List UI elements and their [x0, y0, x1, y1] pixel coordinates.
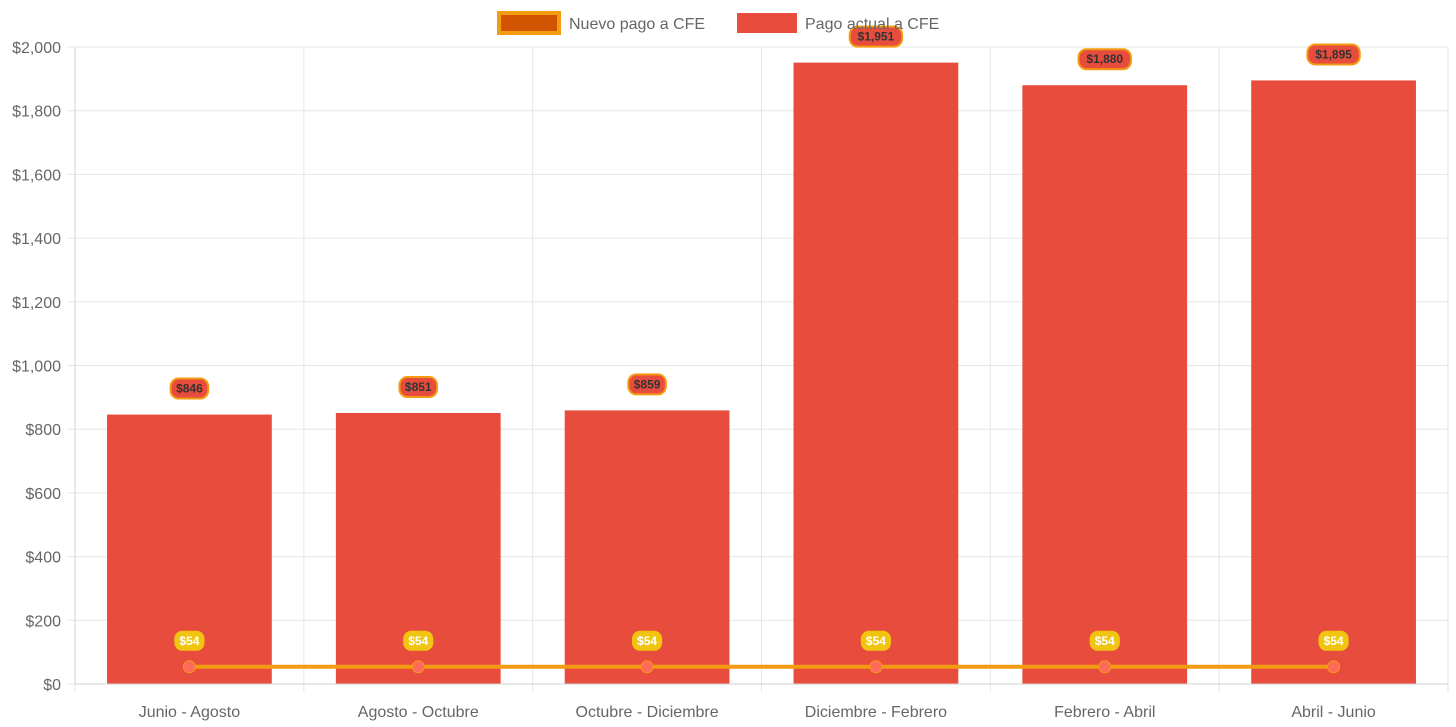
bar[interactable]	[1022, 85, 1188, 685]
line-data-label-box	[631, 630, 663, 651]
y-tick-label: $1,200	[12, 295, 61, 312]
line-point[interactable]	[640, 660, 654, 674]
line-point[interactable]	[869, 660, 883, 674]
bar-data-label-box	[848, 25, 904, 48]
legend[interactable]: Nuevo pago a CFE Pago actual a CFE	[497, 11, 939, 35]
legend-label: Nuevo pago a CFE	[569, 16, 705, 33]
line-data-label-box	[1089, 630, 1120, 651]
y-tick-label: $800	[25, 422, 61, 439]
y-tick-label: $1,000	[12, 359, 61, 376]
x-tick-label: Agosto - Octubre	[358, 704, 479, 721]
y-tick-label: $1,600	[12, 167, 61, 184]
bar-data-label-box	[627, 373, 667, 396]
line-data-label-box	[174, 630, 205, 651]
line-data-label-box	[403, 630, 434, 651]
y-tick-label: $200	[25, 613, 61, 630]
bar-data-label-box	[1077, 48, 1132, 71]
bar-data-label: $851	[405, 380, 432, 394]
y-tick-label: $1,400	[12, 231, 61, 248]
y-tick-label: $400	[25, 550, 61, 567]
bar-data-label-box	[1306, 43, 1361, 66]
legend-item-nuevo-pago[interactable]: Nuevo pago a CFE	[497, 11, 705, 35]
x-tick-label: Diciembre - Febrero	[805, 704, 947, 721]
line-data-label: $54	[1324, 634, 1344, 648]
bar[interactable]	[1251, 80, 1416, 684]
y-tick-label: $600	[25, 486, 61, 503]
x-tick-label: Octubre - Diciembre	[576, 704, 719, 721]
legend-label: Pago actual a CFE	[805, 16, 939, 33]
bar-data-label: $1,951	[858, 30, 895, 44]
legend-item-pago-actual[interactable]: Pago actual a CFE	[737, 13, 939, 33]
y-tick-label: $1,800	[12, 104, 61, 121]
bar-data-label-box	[398, 375, 439, 398]
line-data-label: $54	[1095, 634, 1115, 648]
bar-data-label: $1,895	[1315, 47, 1352, 61]
line-data-label-box	[860, 630, 892, 651]
axes: $0 $200 $400 $600 $800 $1,000 $1,200 $1,400 $1,6…	[12, 40, 1448, 721]
bar-data-label-box	[169, 377, 210, 400]
y-tick-label: $0	[43, 677, 61, 694]
x-tick-label: Junio - Agosto	[139, 704, 241, 721]
grid	[67, 46, 1449, 692]
y-tick-label: $2,000	[12, 40, 61, 57]
line-series	[182, 660, 1341, 674]
line-data-label-box	[1318, 630, 1349, 651]
legend-swatch-bar	[737, 13, 797, 33]
bar[interactable]	[793, 62, 959, 684]
data-labels: $846 $851 $859 $1,951 $1,880 $1,895 $54 $54 $54 $…	[169, 25, 1361, 651]
bar-data-label: $846	[176, 382, 203, 396]
line-data-label: $54	[637, 634, 657, 648]
bar-data-label: $859	[634, 377, 661, 391]
line-data-label: $54	[179, 634, 199, 648]
line-point[interactable]	[182, 660, 196, 674]
line-point[interactable]	[411, 660, 425, 674]
line-point[interactable]	[1098, 660, 1112, 674]
line-data-label: $54	[408, 634, 428, 648]
x-tick-label: Febrero - Abril	[1054, 704, 1155, 721]
line-point[interactable]	[1327, 660, 1341, 674]
x-tick-label: Abril - Junio	[1291, 704, 1376, 721]
line-data-label: $54	[866, 634, 886, 648]
bar-data-label: $1,880	[1086, 52, 1123, 66]
legend-swatch-line	[497, 11, 561, 35]
